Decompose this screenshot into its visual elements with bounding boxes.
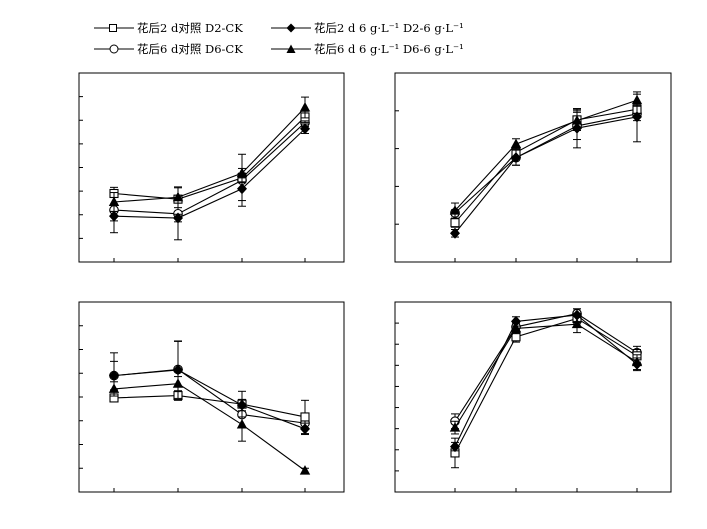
legend-item-d6ck: 花后6 d对照 D6-CK	[93, 41, 243, 57]
series-d26	[450, 308, 642, 453]
series-d66	[449, 315, 643, 435]
legend-item-d26: 花后2 d 6 g·L⁻¹ D2-6 g·L⁻¹	[270, 20, 464, 36]
data-point-d66	[108, 383, 120, 393]
series-line-d2ck	[113, 395, 306, 418]
data-point-d66	[108, 196, 120, 206]
series-d66	[449, 93, 643, 219]
data-point-d66	[571, 318, 583, 329]
plot-frame	[394, 301, 672, 493]
data-point-d26	[173, 212, 183, 224]
series-line-d2ck	[454, 317, 638, 454]
data-point-d66	[449, 205, 461, 215]
series-d26	[109, 123, 310, 224]
legend-item-d2ck: 花后2 d对照 D2-CK	[93, 20, 243, 36]
data-point-d26	[109, 210, 119, 222]
series-d6ck	[109, 117, 310, 241]
data-point-d66	[172, 378, 184, 388]
data-point-d66	[631, 356, 643, 367]
data-point-d26	[632, 111, 642, 123]
series-d66	[108, 96, 311, 212]
data-point-d26	[109, 370, 119, 382]
panel-d	[394, 301, 672, 493]
data-point-d66	[571, 115, 583, 125]
legend-label-d26: 花后2 d 6 g·L⁻¹ D2-6 g·L⁻¹	[314, 21, 464, 35]
data-point-d26	[300, 423, 310, 435]
data-point-d66	[172, 191, 184, 202]
series-d6ck	[450, 308, 642, 430]
data-point-d66	[236, 167, 248, 178]
data-point-d26	[450, 227, 460, 239]
series-line-d26	[454, 314, 638, 447]
legend-label-d6ck: 花后6 d对照 D6-CK	[137, 42, 243, 56]
series-line-d2ck	[113, 116, 306, 200]
series-line-d6ck	[454, 313, 638, 422]
data-point-d66	[449, 422, 461, 432]
data-point-d2ck	[450, 218, 460, 228]
panel-a	[78, 72, 345, 263]
data-point-d66	[236, 419, 248, 429]
series-line-d26	[113, 128, 306, 219]
data-point-d66	[510, 138, 522, 149]
series-line-d66	[454, 99, 638, 211]
legend-label-d66: 花后6 d 6 g·L⁻¹ D6-6 g·L⁻¹	[314, 42, 464, 56]
series-line-d66	[454, 323, 638, 428]
data-point-d26	[511, 152, 521, 164]
series-d6ck	[450, 106, 642, 218]
data-point-d26	[450, 441, 460, 453]
open-square-marker-icon	[94, 24, 134, 32]
series-line-d26	[454, 116, 638, 234]
data-point-d66	[299, 465, 311, 475]
series-d2ck	[109, 390, 310, 435]
series-line-d6ck	[454, 113, 638, 214]
panel-c	[78, 301, 345, 493]
plot-frame	[394, 72, 672, 263]
data-point-d66	[631, 94, 643, 105]
panel-b	[394, 72, 672, 263]
filled-triangle-marker-icon	[271, 44, 311, 53]
series-d26	[450, 91, 642, 239]
series-line-d6ck	[113, 368, 306, 424]
data-point-d2ck	[300, 412, 310, 422]
series-line-d66	[113, 383, 306, 472]
filled-diamond-marker-icon	[271, 23, 311, 33]
data-point-d66	[510, 322, 522, 333]
series-d6ck	[109, 340, 310, 429]
series-d26	[109, 340, 310, 436]
plot-frame	[78, 301, 345, 493]
series-d2ck	[109, 110, 310, 204]
open-circle-marker-icon	[94, 44, 134, 54]
data-point-d26	[173, 364, 183, 376]
series-line-d2ck	[454, 108, 638, 224]
legend-label-d2ck: 花后2 d对照 D2-CK	[137, 21, 243, 35]
series-line-d6ck	[113, 122, 306, 215]
legend-item-d66: 花后6 d 6 g·L⁻¹ D6-6 g·L⁻¹	[270, 41, 464, 57]
data-point-d26	[511, 315, 521, 327]
data-point-d26	[300, 123, 310, 135]
data-point-d26	[237, 183, 247, 195]
plot-frame	[78, 72, 345, 263]
data-point-d66	[299, 101, 311, 112]
series-line-d66	[113, 107, 306, 203]
series-d2ck	[450, 104, 642, 228]
series-d66	[108, 376, 311, 475]
series-line-d26	[113, 369, 306, 430]
data-point-d26	[572, 309, 582, 321]
